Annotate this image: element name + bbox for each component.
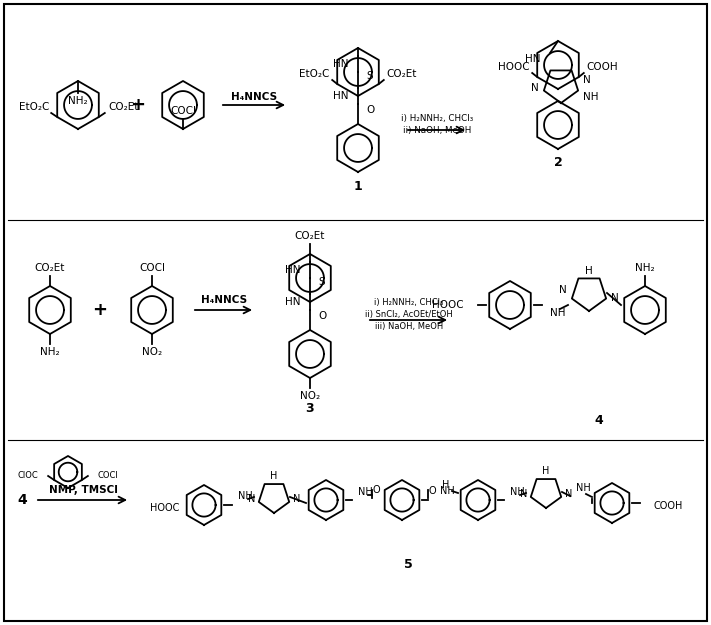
Text: N: N (560, 285, 567, 295)
Text: NH₂: NH₂ (68, 96, 88, 106)
Text: N: N (293, 494, 300, 504)
Text: N: N (583, 75, 591, 85)
Text: HN: HN (333, 91, 348, 101)
Text: +: + (92, 301, 107, 319)
Text: N: N (565, 489, 572, 499)
Text: ii) SnCl₂, AcOEt/EtOH: ii) SnCl₂, AcOEt/EtOH (365, 311, 453, 319)
Text: O: O (428, 486, 436, 496)
Text: O: O (372, 485, 380, 495)
Text: 2: 2 (554, 156, 562, 169)
Text: 3: 3 (306, 401, 314, 414)
Text: HOOC: HOOC (150, 503, 179, 513)
Text: CO₂Et: CO₂Et (387, 69, 417, 79)
Text: HN: HN (333, 59, 348, 69)
Text: ii) NaOH, MeOH: ii) NaOH, MeOH (403, 126, 471, 134)
Text: NMP, TMSCl: NMP, TMSCl (48, 485, 117, 495)
Text: NH: NH (238, 491, 252, 501)
Text: N: N (611, 293, 619, 303)
Text: CO₂Et: CO₂Et (109, 102, 139, 112)
Text: ClOC: ClOC (17, 471, 38, 479)
Text: HN: HN (525, 54, 540, 64)
Text: EtO₂C: EtO₂C (299, 69, 329, 79)
Text: +: + (131, 96, 146, 114)
Text: COOH: COOH (587, 62, 619, 72)
Text: NH: NH (358, 487, 373, 497)
Text: H: H (585, 266, 593, 276)
Text: COOH: COOH (654, 501, 683, 511)
Text: H₄NNCS: H₄NNCS (231, 92, 277, 102)
Text: COCl: COCl (98, 471, 119, 479)
Text: HN: HN (284, 265, 300, 275)
Text: NH: NH (440, 486, 455, 496)
Text: 4: 4 (594, 414, 604, 426)
Text: 1: 1 (353, 179, 363, 192)
Text: H: H (542, 466, 550, 476)
Text: NH₂: NH₂ (41, 347, 60, 357)
Text: S: S (318, 277, 325, 287)
Text: NH: NH (550, 308, 565, 318)
Text: S: S (366, 71, 373, 81)
Text: N: N (520, 489, 527, 499)
Text: H: H (442, 480, 449, 490)
Text: CO₂Et: CO₂Et (295, 231, 325, 241)
Text: COCl: COCl (170, 106, 196, 116)
Text: NH₂: NH₂ (635, 263, 655, 273)
Text: EtO₂C: EtO₂C (18, 102, 49, 112)
Text: O: O (318, 311, 326, 321)
Text: NH: NH (576, 483, 591, 493)
Text: NH: NH (583, 92, 599, 102)
Text: H₄NNCS: H₄NNCS (201, 295, 247, 305)
Text: i) H₂NNH₂, CHCl₃: i) H₂NNH₂, CHCl₃ (375, 299, 444, 308)
Text: O: O (366, 105, 374, 115)
Text: HN: HN (284, 297, 300, 307)
Text: HOOC: HOOC (432, 300, 464, 310)
Text: NO₂: NO₂ (300, 391, 320, 401)
Text: 5: 5 (404, 559, 412, 571)
Text: COCl: COCl (139, 263, 165, 273)
Text: i) H₂NNH₂, CHCl₃: i) H₂NNH₂, CHCl₃ (401, 114, 473, 122)
Text: N: N (247, 494, 255, 504)
Text: HOOC: HOOC (498, 62, 529, 72)
Text: CO₂Et: CO₂Et (35, 263, 65, 273)
Text: NO₂: NO₂ (142, 347, 162, 357)
Text: iii) NaOH, MeOH: iii) NaOH, MeOH (375, 322, 443, 331)
Text: NH: NH (510, 487, 525, 497)
Text: 4: 4 (17, 493, 27, 507)
Text: H: H (270, 471, 278, 481)
Text: N: N (531, 83, 539, 93)
